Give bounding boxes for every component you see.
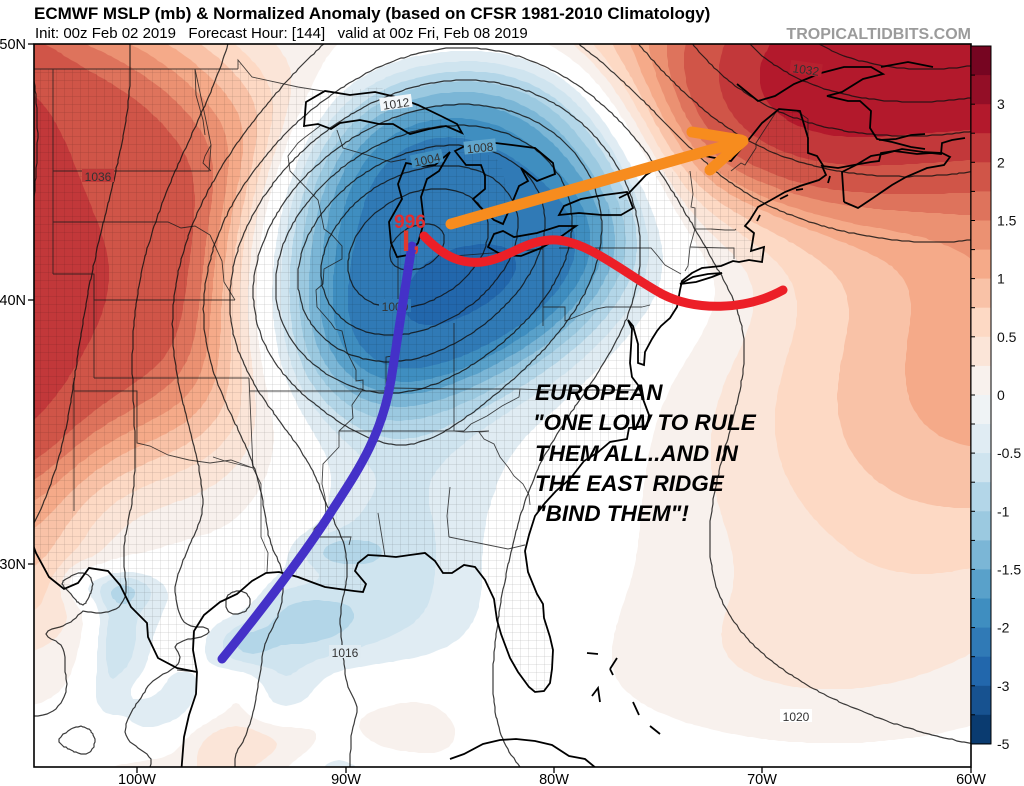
svg-text:"BIND THEM"!: "BIND THEM"! <box>535 501 689 526</box>
svg-text:1020: 1020 <box>783 710 810 724</box>
svg-text:100W: 100W <box>118 772 156 786</box>
svg-text:-1: -1 <box>997 503 1010 519</box>
svg-text:1008: 1008 <box>466 140 494 157</box>
svg-text:THE EAST RIDGE: THE EAST RIDGE <box>535 471 725 496</box>
svg-text:THEM ALL..AND IN: THEM ALL..AND IN <box>535 441 739 466</box>
svg-text:ECMWF MSLP (mb) & Normalized A: ECMWF MSLP (mb) & Normalized Anomaly (ba… <box>34 4 710 23</box>
svg-text:40N: 40N <box>0 293 26 309</box>
svg-text:90W: 90W <box>331 772 361 786</box>
svg-text:0.5: 0.5 <box>997 329 1017 345</box>
svg-text:60W: 60W <box>956 772 986 786</box>
svg-text:1032: 1032 <box>792 61 821 79</box>
svg-text:1016: 1016 <box>332 646 359 660</box>
svg-text:1004: 1004 <box>413 150 442 169</box>
svg-text:Init: 00z Feb 02 2019 Foreca: Init: 00z Feb 02 2019 Forecast Hour: [14… <box>35 25 528 42</box>
svg-text:,: , <box>413 229 420 256</box>
svg-text:EUROPEAN: EUROPEAN <box>535 380 663 405</box>
svg-text:1: 1 <box>997 271 1005 287</box>
svg-text:TROPICALTIDBITS.COM: TROPICALTIDBITS.COM <box>786 26 971 43</box>
svg-text:30N: 30N <box>0 557 26 573</box>
svg-text:3: 3 <box>997 96 1005 112</box>
svg-text:-2: -2 <box>997 620 1010 636</box>
svg-text:70W: 70W <box>747 772 777 786</box>
svg-text:80W: 80W <box>539 772 569 786</box>
svg-text:1.5: 1.5 <box>997 213 1017 229</box>
svg-text:1036: 1036 <box>85 170 112 184</box>
svg-text:"ONE LOW TO RULE: "ONE LOW TO RULE <box>533 410 757 435</box>
svg-text:-1.5: -1.5 <box>997 561 1021 577</box>
svg-text:-5: -5 <box>997 736 1010 752</box>
svg-text:996: 996 <box>394 212 426 233</box>
svg-text:50N: 50N <box>0 37 26 53</box>
svg-text:2: 2 <box>997 154 1005 170</box>
svg-text:-0.5: -0.5 <box>997 445 1021 461</box>
svg-text:-3: -3 <box>997 678 1010 694</box>
svg-text:0: 0 <box>997 387 1005 403</box>
svg-text:I: I <box>402 225 410 258</box>
svg-text:1012: 1012 <box>382 95 411 113</box>
